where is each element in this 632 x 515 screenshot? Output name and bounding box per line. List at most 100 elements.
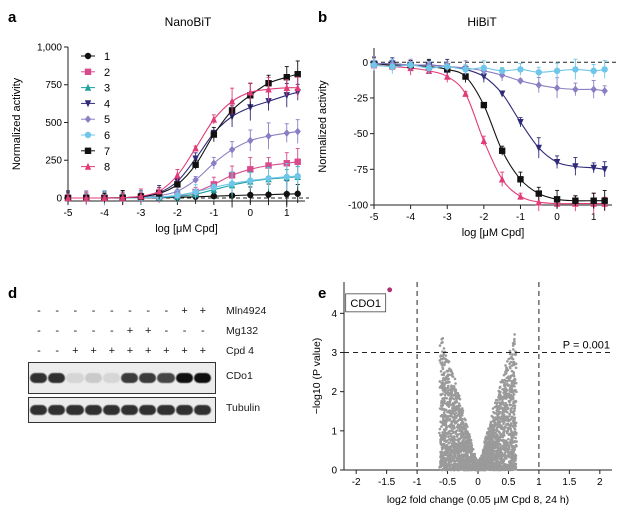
protein-point	[510, 393, 513, 397]
protein-point	[464, 453, 468, 457]
protein-point	[442, 468, 445, 471]
x-axis-label: log [μM Cpd]	[462, 227, 525, 239]
protein-point	[508, 425, 511, 429]
treatment-sign: -	[146, 305, 151, 317]
protein-point	[509, 407, 513, 410]
protein-point	[456, 433, 460, 436]
protein-point	[502, 429, 506, 432]
protein-point	[451, 440, 455, 444]
protein-point	[452, 464, 456, 468]
x-tick-label: 1	[591, 212, 597, 223]
protein-point	[512, 463, 515, 466]
protein-point	[510, 379, 514, 383]
protein-point	[449, 411, 453, 415]
x-tick-label: -3	[136, 208, 145, 219]
protein-point	[512, 348, 515, 351]
protein-point	[439, 357, 443, 361]
legend-marker-4	[84, 100, 92, 108]
treatment-sign: -	[182, 325, 187, 337]
protein-point	[450, 415, 454, 418]
protein-point	[514, 353, 518, 356]
series-7-point	[535, 190, 542, 197]
protein-point	[505, 369, 509, 372]
protein-point	[493, 401, 497, 405]
p-value-threshold-label: P = 0.001	[563, 340, 610, 352]
blot-band	[175, 405, 193, 415]
legend-label-3: 3	[104, 83, 110, 95]
series-4-point	[590, 164, 597, 172]
protein-point	[446, 374, 450, 378]
protein-point	[501, 418, 504, 421]
series-8-point	[517, 192, 524, 200]
protein-point	[505, 366, 509, 370]
x-tick-label: 0	[248, 208, 254, 219]
blot-band	[157, 373, 175, 383]
protein-point	[452, 456, 456, 459]
treatment-sign: +	[181, 345, 188, 357]
series-8-curve	[373, 64, 605, 205]
protein-point	[488, 433, 492, 437]
treatment-sign: +	[199, 305, 207, 317]
protein-point	[445, 425, 449, 429]
protein-point	[465, 464, 469, 468]
protein-point	[460, 456, 464, 460]
protein-point	[467, 437, 470, 440]
protein-point	[443, 357, 446, 360]
protein-point	[446, 359, 450, 363]
series-7-point	[601, 197, 608, 204]
protein-point	[451, 448, 455, 452]
y-tick-label: 0	[331, 466, 337, 477]
protein-point	[502, 396, 505, 400]
protein-point	[449, 394, 453, 398]
protein-point	[513, 453, 517, 457]
protein-point	[514, 362, 518, 366]
protein-point	[449, 432, 453, 436]
protein-point	[460, 453, 464, 456]
protein-point	[448, 400, 452, 404]
protein-point	[483, 464, 487, 468]
protein-point	[465, 436, 468, 440]
protein-point	[459, 422, 463, 425]
protein-point	[449, 391, 453, 395]
protein-point	[515, 444, 518, 448]
protein-point	[458, 409, 462, 413]
protein-point	[514, 459, 517, 462]
protein-point	[473, 458, 477, 462]
protein-point	[452, 404, 455, 408]
series-6-point	[294, 172, 301, 180]
protein-point	[510, 457, 514, 461]
blot-band	[102, 405, 120, 415]
protein-point	[514, 424, 517, 428]
protein-point	[498, 386, 502, 389]
protein-point	[485, 461, 489, 465]
protein-point	[439, 454, 443, 458]
protein-point	[496, 468, 500, 471]
protein-point	[456, 444, 460, 448]
protein-point	[488, 447, 492, 451]
protein-point	[505, 419, 509, 422]
series-7-curve	[373, 63, 605, 202]
protein-point	[464, 446, 468, 449]
protein-point	[462, 449, 466, 453]
treatment-sign: -	[128, 305, 132, 317]
protein-point	[443, 393, 447, 397]
series-7-point	[590, 197, 597, 204]
series-2-point	[247, 166, 254, 173]
protein-point	[507, 357, 510, 361]
series-others-point	[498, 67, 506, 75]
protein-point	[440, 373, 444, 376]
protein-point	[454, 388, 458, 392]
protein-point	[503, 407, 506, 411]
legend-marker-3	[84, 83, 92, 91]
legend-marker-5	[84, 115, 92, 123]
protein-point	[511, 446, 515, 449]
legend-label-6: 6	[104, 130, 110, 142]
series-8-point	[119, 193, 126, 201]
panel-letter-e: e	[318, 285, 326, 302]
legend-marker-6	[84, 131, 92, 139]
blot-strip-tubulin	[28, 397, 216, 423]
protein-point	[453, 446, 457, 450]
protein-point	[482, 462, 486, 466]
protein-point	[439, 459, 442, 463]
y-tick-label: 0	[56, 193, 62, 204]
